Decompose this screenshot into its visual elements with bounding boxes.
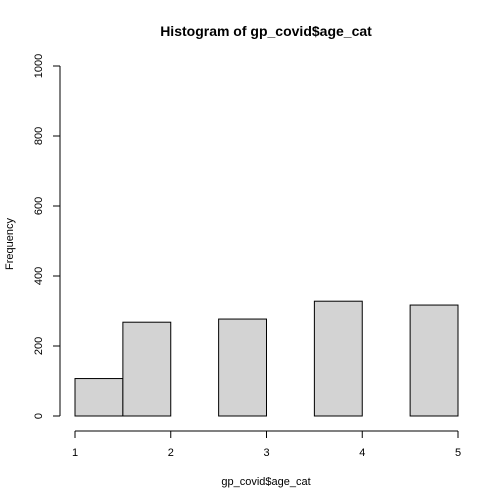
x-tick-label-4: 5 — [455, 447, 461, 459]
histogram-bar-3 — [218, 318, 267, 417]
x-tick-label-3: 4 — [359, 447, 365, 459]
chart-title: Histogram of gp_covid$age_cat — [160, 23, 372, 39]
bars-group — [74, 300, 459, 417]
x-axis: 1 2 3 4 5 — [72, 430, 461, 459]
histogram-bar-0 — [74, 378, 124, 417]
x-tick-label-1: 2 — [168, 447, 174, 459]
x-tick-label-2: 3 — [263, 447, 269, 459]
y-tick-label-4: 800 — [33, 127, 45, 145]
y-axis: 0 200 400 600 800 1000 — [33, 54, 61, 419]
y-tick-label-0: 0 — [33, 413, 45, 419]
y-tick-label-1: 200 — [33, 337, 45, 355]
histogram-bar-1 — [122, 321, 172, 417]
x-axis-label: gp_covid$age_cat — [221, 476, 310, 488]
histogram-bar-5 — [313, 300, 363, 417]
y-tick-label-2: 400 — [33, 267, 45, 285]
x-tick-label-0: 1 — [72, 447, 78, 459]
y-tick-label-3: 600 — [33, 197, 45, 215]
y-tick-label-5: 1000 — [33, 54, 45, 78]
y-axis-label: Frequency — [4, 218, 16, 270]
histogram-bar-7 — [409, 304, 459, 417]
